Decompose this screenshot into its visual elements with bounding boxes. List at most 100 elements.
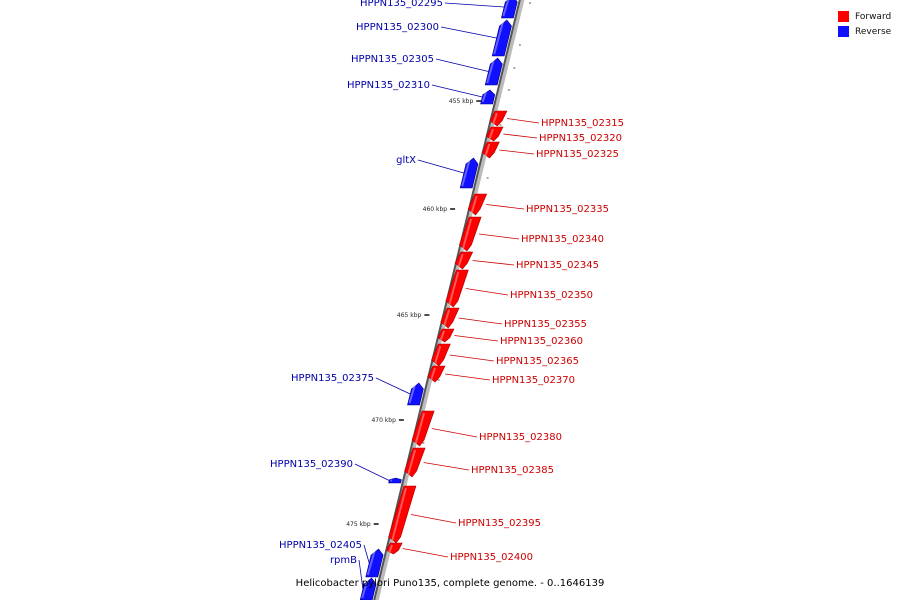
gene-label[interactable]: HPPN135_02400	[450, 552, 533, 563]
gene-arrow-highlight	[461, 159, 471, 187]
gene-feature-hppn135-02385[interactable]: HPPN135_02385	[404, 447, 554, 478]
gene-label[interactable]: HPPN135_02390	[270, 459, 353, 470]
legend-item-forward: Forward	[838, 9, 891, 24]
gene-arrow[interactable]	[388, 477, 402, 484]
gene-arrow-highlight	[488, 128, 494, 140]
gene-label[interactable]: gltX	[396, 155, 416, 166]
gene-arrow-highlight	[408, 384, 416, 404]
gene-arrow[interactable]	[427, 365, 446, 383]
gene-arrow[interactable]	[459, 216, 482, 252]
gene-feature-hppn135-02390[interactable]: HPPN135_02390	[270, 459, 402, 484]
gene-arrow[interactable]	[388, 485, 417, 544]
gene-arrow[interactable]	[445, 269, 469, 308]
gene-label[interactable]: HPPN135_02350	[510, 290, 593, 301]
gene-leader-line	[454, 335, 499, 342]
gene-label[interactable]: HPPN135_02295	[360, 0, 443, 9]
gene-label[interactable]: HPPN135_02360	[500, 336, 583, 347]
gene-leader-line	[431, 84, 483, 98]
gene-leader-line	[486, 204, 525, 210]
gene-arrow-highlight	[407, 449, 417, 476]
gene-label[interactable]: HPPN135_02370	[492, 375, 575, 386]
gene-label[interactable]: HPPN135_02300	[356, 22, 439, 33]
gene-label[interactable]: HPPN135_02335	[526, 204, 609, 215]
gene-feature-hppn135-02315[interactable]: HPPN135_02315	[489, 110, 624, 129]
gene-arrow[interactable]	[486, 126, 504, 142]
gene-feature-hppn135-02345[interactable]: HPPN135_02345	[454, 251, 599, 271]
gene-feature-rpmb[interactable]: rpmB	[330, 555, 377, 600]
gene-leader-line	[458, 317, 503, 325]
gene-label[interactable]: HPPN135_02315	[541, 118, 624, 129]
gene-feature-hppn135-02395[interactable]: HPPN135_02395	[388, 485, 541, 544]
gene-label[interactable]: HPPN135_02340	[521, 234, 604, 245]
gene-arrow[interactable]	[440, 307, 460, 329]
gene-leader-line	[417, 159, 464, 174]
gene-label[interactable]: HPPN135_02355	[504, 319, 587, 330]
gene-arrow[interactable]	[359, 577, 377, 600]
gene-arrow[interactable]	[501, 0, 518, 19]
gene-label[interactable]: HPPN135_02385	[471, 465, 554, 476]
gene-leader-line	[445, 373, 491, 381]
gene-arrow[interactable]	[491, 19, 512, 57]
gene-feature-hppn135-02400[interactable]: HPPN135_02400	[386, 542, 533, 563]
gene-label[interactable]: HPPN135_02405	[279, 540, 362, 551]
scale-label-0: 455 kbp	[449, 98, 474, 105]
gene-arrow[interactable]	[467, 193, 488, 216]
gene-feature-hppn135-02350[interactable]: HPPN135_02350	[445, 269, 593, 308]
gene-label[interactable]: HPPN135_02325	[536, 149, 619, 160]
gene-label[interactable]: HPPN135_02345	[516, 260, 599, 271]
forward-swatch	[838, 11, 849, 22]
gene-feature-hppn135-02375[interactable]: HPPN135_02375	[291, 373, 424, 406]
gene-feature-hppn135-02340[interactable]: HPPN135_02340	[459, 216, 604, 252]
legend-label-reverse: Reverse	[855, 26, 892, 37]
gene-arrow[interactable]	[386, 542, 403, 555]
gene-arrow[interactable]	[489, 110, 508, 127]
gene-arrow[interactable]	[437, 328, 455, 343]
gene-feature-hppn135-02355[interactable]: HPPN135_02355	[440, 307, 587, 330]
gene-feature-hppn135-02380[interactable]: HPPN135_02380	[411, 410, 562, 447]
gene-leader-line	[440, 26, 497, 39]
gene-label[interactable]: rpmB	[330, 555, 357, 566]
gene-arrow[interactable]	[407, 382, 424, 406]
gene-feature-hppn135-02305[interactable]: HPPN135_02305	[351, 54, 503, 86]
gene-arrow[interactable]	[404, 447, 426, 478]
gene-arrow-highlight	[493, 21, 504, 55]
gene-feature-hppn135-02405[interactable]: HPPN135_02405	[279, 540, 384, 578]
gene-arrow-highlight	[388, 544, 394, 553]
gene-leader-line	[358, 559, 364, 590]
gene-leader-line	[472, 260, 515, 266]
scale-label-2: 465 kbp	[397, 312, 422, 319]
gene-feature-hppn135-02295[interactable]: HPPN135_02295	[360, 0, 518, 19]
legend-label-forward: Forward	[855, 11, 892, 22]
gene-feature-gltx[interactable]: gltX	[396, 155, 479, 189]
gene-leader-line	[503, 133, 538, 139]
gene-label[interactable]: HPPN135_02380	[479, 432, 562, 443]
gene-arrow[interactable]	[481, 141, 500, 159]
gene-arrow[interactable]	[459, 157, 479, 189]
legend-item-reverse: Reverse	[838, 24, 891, 39]
gene-label[interactable]: HPPN135_02365	[496, 356, 579, 367]
gene-feature-hppn135-02300[interactable]: HPPN135_02300	[356, 19, 512, 57]
gene-label[interactable]: HPPN135_02320	[539, 133, 622, 144]
gene-arrow-highlight	[470, 195, 478, 214]
gene-arrow[interactable]	[411, 410, 435, 447]
gene-arrow[interactable]	[431, 343, 451, 367]
gene-arrow-highlight	[439, 330, 445, 341]
gene-feature-hppn135-02320[interactable]: HPPN135_02320	[486, 126, 622, 144]
gene-arrow-highlight	[391, 487, 407, 542]
gene-arrow[interactable]	[484, 57, 503, 86]
gene-arrow[interactable]	[365, 548, 384, 578]
gene-label[interactable]: HPPN135_02375	[291, 373, 374, 384]
gene-feature-hppn135-02365[interactable]: HPPN135_02365	[431, 343, 579, 367]
gene-arrow[interactable]	[480, 89, 496, 105]
gene-label[interactable]: HPPN135_02305	[351, 54, 434, 65]
gene-feature-hppn135-02325[interactable]: HPPN135_02325	[481, 141, 619, 160]
scale-label-3: 470 kbp	[371, 417, 396, 424]
gene-label[interactable]: HPPN135_02395	[458, 518, 541, 529]
gene-feature-hppn135-02370[interactable]: HPPN135_02370	[427, 365, 575, 386]
gene-feature-hppn135-02310[interactable]: HPPN135_02310	[347, 80, 496, 105]
gene-arrow-highlight	[461, 218, 473, 250]
gene-label[interactable]: HPPN135_02310	[347, 80, 430, 91]
gene-feature-hppn135-02360[interactable]: HPPN135_02360	[437, 328, 583, 347]
gene-arrow[interactable]	[454, 251, 474, 270]
gene-feature-hppn135-02335[interactable]: HPPN135_02335	[467, 193, 609, 216]
